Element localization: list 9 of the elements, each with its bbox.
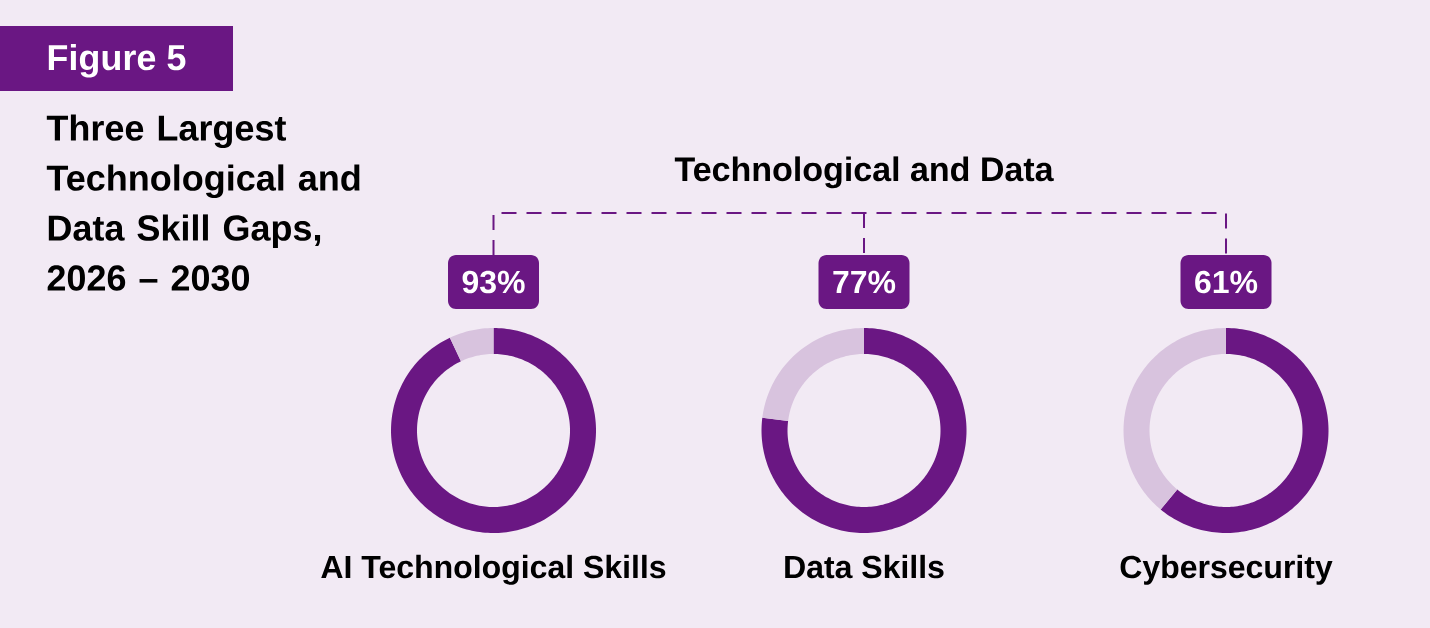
text: Data Skills xyxy=(785,554,944,579)
data-label: 77% xyxy=(833,270,896,294)
text: AI Technological Skills xyxy=(321,554,666,585)
caption: Figure 5 xyxy=(48,43,186,78)
text: Technological and Data xyxy=(674,156,1054,189)
data-label: 61% xyxy=(1195,270,1258,294)
text: Three Largest Technological and Data Skill Gaps, 2026 – 2030 xyxy=(46,114,360,291)
data-label: 93% xyxy=(462,270,525,294)
text: Cybersecurity xyxy=(1120,554,1333,585)
